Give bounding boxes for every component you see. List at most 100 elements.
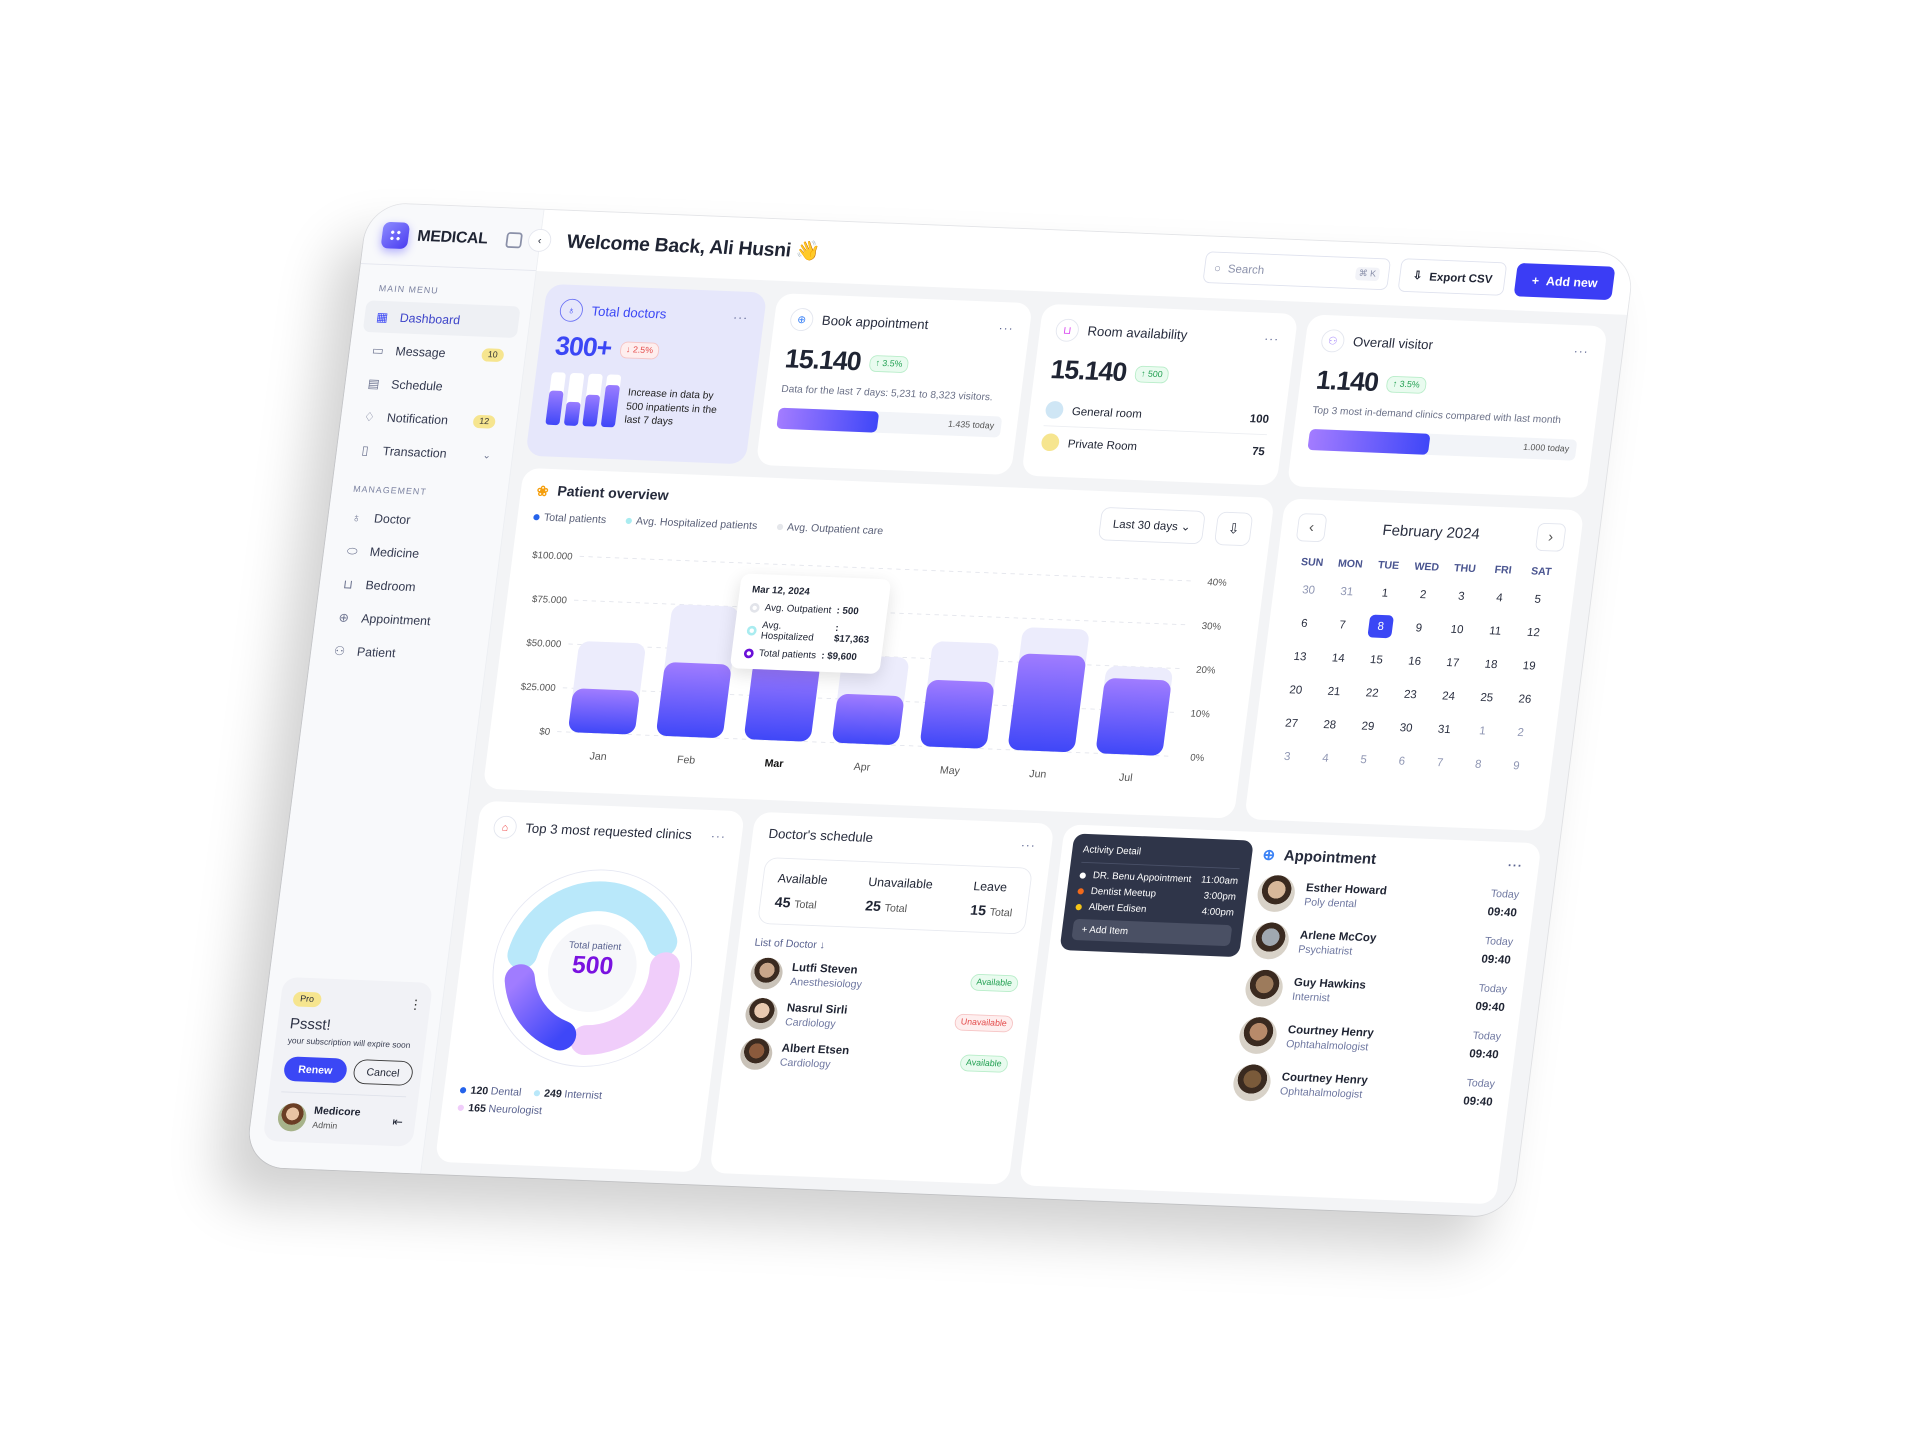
calendar-day[interactable]: 23 — [1403, 687, 1418, 701]
add-label: Add new — [1545, 273, 1599, 290]
sidebar-item-appointment[interactable]: ⊕ Appointment — [324, 601, 482, 639]
calendar-day[interactable]: 15 — [1369, 652, 1384, 667]
calendar-day[interactable]: 31 — [1339, 584, 1355, 598]
kebab-menu-icon[interactable]: · · · — [411, 992, 420, 1017]
sidebar-item-message[interactable]: ▭ Message 10 — [358, 334, 516, 372]
activity-event[interactable]: DR. Benu Appointment 11:00am — [1079, 870, 1239, 887]
activity-event[interactable]: Dentist Meetup 3:00pm — [1077, 886, 1237, 902]
hospital-icon: ⌂ — [492, 815, 519, 840]
calendar-day[interactable]: 26 — [1517, 691, 1533, 706]
calendar-day[interactable]: 5 — [1359, 752, 1368, 766]
calendar-day[interactable]: 12 — [1526, 625, 1541, 639]
chevron-down-icon[interactable]: ⌄ — [482, 449, 492, 461]
calendar-day[interactable]: 3 — [1283, 749, 1292, 763]
calendar-day[interactable]: 19 — [1522, 658, 1537, 673]
calendar-day[interactable]: 25 — [1479, 690, 1495, 705]
calendar-day[interactable]: 31 — [1437, 722, 1452, 736]
more-icon[interactable]: ··· — [710, 828, 727, 844]
calendar-day[interactable]: 22 — [1365, 685, 1380, 700]
sidebar-item-schedule[interactable]: ▤ Schedule — [354, 367, 512, 405]
add-item-button[interactable]: + Add Item — [1071, 918, 1233, 947]
download-button[interactable]: ⇩ — [1213, 511, 1254, 547]
more-icon[interactable]: ··· — [1263, 331, 1281, 346]
list-of-doctor-sort[interactable]: List of Doctor ↓ — [753, 935, 826, 952]
dashboard-window: MEDICAL MAIN MENU ▦ Dashboard ▭ Message 10 ▤ S… — [245, 202, 1635, 1218]
renew-button[interactable]: Renew — [282, 1056, 348, 1084]
calendar-day[interactable]: 2 — [1419, 587, 1428, 601]
calendar-day[interactable]: 1 — [1381, 585, 1390, 600]
calendar-day[interactable]: 11 — [1488, 623, 1503, 638]
appointment-row[interactable]: Arlene McCoy Psychiatrist Today 09:40 — [1249, 921, 1514, 969]
chevron-left-icon[interactable]: ‹ — [526, 228, 553, 253]
appointment-row[interactable]: Courtney Henry Ophtahalmologist Today 09:40 — [1237, 1016, 1502, 1063]
status-badge: Available — [969, 973, 1020, 992]
calendar-day[interactable]: 6 — [1397, 753, 1406, 768]
calendar-day[interactable]: 8 — [1474, 757, 1483, 771]
sidebar-item-patient[interactable]: ⚇ Patient — [320, 634, 478, 672]
sidebar-item-notification[interactable]: ♢ Notification 12 — [350, 400, 508, 438]
logout-icon[interactable]: ⇤ — [391, 1113, 404, 1129]
sidebar-item-bedroom[interactable]: ⊔ Bedroom — [328, 568, 486, 606]
weekday-label: TUE — [1377, 558, 1400, 572]
y2-tick-label: 20% — [1195, 665, 1216, 677]
next-month-button[interactable]: › — [1534, 522, 1567, 552]
calendar-day[interactable]: 21 — [1326, 684, 1342, 698]
sidebar-item-doctor[interactable]: ♁ Doctor — [337, 501, 495, 539]
calendar-day[interactable]: 6 — [1300, 616, 1309, 630]
more-icon[interactable]: ··· — [1506, 857, 1524, 873]
calendar-day[interactable]: 20 — [1288, 682, 1304, 697]
appointment-row[interactable]: Guy Hawkins Internist Today 09:40 — [1243, 968, 1508, 1016]
x-tick-label: Jan — [589, 750, 608, 763]
calendar-day[interactable]: 24 — [1441, 688, 1456, 703]
appointment-row[interactable]: Esther Howard Poly dental Today 09:40 — [1255, 874, 1520, 921]
export-csv-button[interactable]: ⇩ Export CSV — [1397, 258, 1508, 296]
calendar-day[interactable]: 7 — [1436, 755, 1445, 769]
calendar-day[interactable]: 8 — [1367, 614, 1395, 639]
calendar-day[interactable]: 30 — [1398, 720, 1414, 735]
card-title: Doctor's schedule — [767, 826, 874, 846]
activity-event[interactable]: Albert Edisen 4:00pm — [1075, 901, 1235, 918]
doctor-row[interactable]: Albert Etsen Cardiology Available — [738, 1037, 1009, 1080]
user-profile[interactable]: Medicore Admin ⇤ — [276, 1091, 407, 1136]
calendar-day[interactable]: 18 — [1483, 657, 1499, 671]
calendar-day[interactable]: 5 — [1533, 592, 1542, 606]
more-icon[interactable]: ··· — [732, 309, 750, 325]
more-icon[interactable]: ··· — [997, 320, 1015, 336]
date-range-select[interactable]: Last 30 days ⌄ — [1097, 506, 1206, 545]
mini-bar — [600, 374, 622, 428]
calendar-day[interactable]: 1 — [1478, 723, 1487, 738]
sidebar-toggle-icon[interactable] — [505, 231, 524, 248]
calendar-day[interactable]: 14 — [1331, 650, 1346, 665]
search-input[interactable]: ○ Search ⌘ K — [1202, 251, 1392, 291]
calendar-day[interactable]: 17 — [1445, 655, 1461, 670]
calendar-day[interactable]: 30 — [1301, 582, 1316, 597]
doctor-row[interactable]: Nasrul Sirli Cardiology Unavailable — [743, 997, 1015, 1039]
calendar-day[interactable]: 29 — [1360, 719, 1376, 733]
appointment-row[interactable]: Courtney Henry Ophtahalmologist Today 09:40 — [1231, 1063, 1496, 1111]
sidebar-item-dashboard[interactable]: ▦ Dashboard — [362, 300, 521, 339]
calendar-day[interactable]: 4 — [1321, 750, 1330, 765]
calendar-day[interactable]: 9 — [1414, 620, 1424, 635]
prev-month-button[interactable]: ‹ — [1295, 513, 1328, 543]
sidebar-item-transaction[interactable]: ▯ Transaction ⌄ — [346, 434, 504, 472]
cancel-button[interactable]: Cancel — [351, 1059, 415, 1086]
more-icon[interactable]: ··· — [1572, 343, 1590, 359]
calendar-day[interactable]: 28 — [1322, 717, 1338, 732]
calendar-day[interactable]: 9 — [1512, 758, 1521, 772]
stat-description: Increase in data by 500 inpatients in th… — [623, 387, 718, 428]
stat-value: 300+ — [553, 331, 614, 363]
calendar-day[interactable]: 27 — [1284, 715, 1299, 730]
users-icon: ⚇ — [333, 642, 347, 658]
calendar-day[interactable]: 13 — [1292, 649, 1308, 664]
calendar-day[interactable]: 2 — [1516, 725, 1525, 739]
sidebar-item-medicine[interactable]: ⬭ Medicine — [333, 534, 491, 572]
calendar-day[interactable]: 7 — [1338, 617, 1347, 632]
add-new-button[interactable]: + Add new — [1513, 262, 1616, 301]
calendar-day[interactable]: 16 — [1407, 653, 1422, 668]
doctor-row[interactable]: Lutfi Steven Anesthesiology Available — [748, 957, 1020, 999]
calendar-day[interactable]: 4 — [1495, 590, 1504, 604]
more-icon[interactable]: ··· — [1020, 837, 1037, 852]
calendar-day[interactable]: 3 — [1457, 589, 1466, 603]
calendar-day[interactable]: 10 — [1449, 622, 1465, 636]
doctor-dept: Anesthesiology — [789, 974, 863, 990]
